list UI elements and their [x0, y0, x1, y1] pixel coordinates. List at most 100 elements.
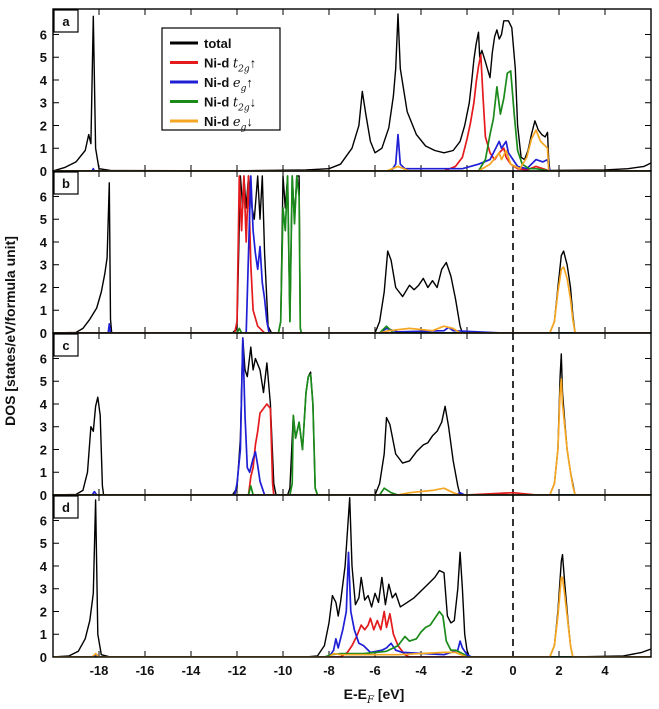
x-tick-label: -12 — [228, 663, 247, 678]
x-tick-label: -16 — [136, 663, 155, 678]
series-line-ni-d-t2g-up — [53, 403, 651, 495]
y-tick-label: 2 — [40, 118, 47, 133]
series-line-ni-d-eg-down — [53, 576, 651, 657]
y-tick-label: 1 — [40, 465, 47, 480]
y-tick-label: 2 — [40, 280, 47, 295]
series-line-ni-d-t2g-down — [53, 610, 651, 657]
y-tick-label: 0 — [40, 326, 47, 341]
panel-tag-box — [53, 333, 79, 357]
series-line-ni-d-eg-down — [53, 266, 651, 333]
x-tick-label: -18 — [90, 663, 109, 678]
y-axis-title: DOS [states/eV/formula unit] — [2, 236, 18, 426]
y-tick-label: 3 — [40, 420, 47, 435]
legend-entry-prefix: total — [204, 36, 231, 51]
x-tick-label: 4 — [601, 663, 609, 678]
legend-entry-sub: g — [241, 123, 247, 133]
y-tick-label: 1 — [40, 141, 47, 156]
legend-entry-math: e — [233, 115, 241, 130]
y-tick-label: 0 — [40, 650, 47, 665]
y-tick-label: 3 — [40, 582, 47, 597]
x-tick-label: 0 — [509, 663, 516, 678]
series-line-total — [53, 13, 651, 171]
y-tick-label: 6 — [40, 351, 47, 366]
legend-entry-sub: g — [241, 84, 247, 94]
x-axis-title-main: E-E — [344, 686, 367, 702]
panel-d: 0 1 2 3 4 5 6 -18 -16 -14 -12 -10 -8 -6 -4 -2 0 2 4 d — [40, 494, 652, 678]
y-tick-label: 4 — [40, 397, 48, 412]
panel-tag: a — [62, 14, 70, 29]
panel-a: 0 1 2 3 4 5 6a — [40, 8, 652, 179]
legend-entry-prefix: Ni-d — [204, 114, 233, 129]
x-tick-label: -8 — [323, 663, 335, 678]
legend-entry-math: t — [233, 57, 239, 72]
legend-entry-arrow: ↑ — [250, 56, 257, 71]
panel-c: 0 1 2 3 4 5 6c — [40, 332, 652, 503]
series-line-ni-d-eg-up — [53, 551, 651, 657]
y-tick-label: 5 — [40, 212, 47, 227]
legend-entry-sub: 2g — [237, 104, 250, 114]
series-line-total — [53, 337, 651, 495]
y-tick-label: 6 — [40, 513, 47, 528]
y-tick-label: 4 — [40, 73, 48, 88]
y-tick-label: 5 — [40, 374, 47, 389]
series-line-ni-d-t2g-down — [53, 373, 651, 495]
series-line-ni-d-eg-down — [53, 129, 651, 171]
x-axis-title-sub: F — [366, 695, 375, 706]
series-line-ni-d-t2g-up — [53, 175, 651, 333]
x-tick-label: 2 — [555, 663, 562, 678]
legend-entry: Ni-d eg↑ — [204, 75, 253, 94]
panel-tag-box — [53, 171, 79, 195]
panel-tag-box — [53, 9, 79, 33]
legend-entry-prefix: Ni-d — [204, 95, 233, 110]
y-tick-label: 6 — [40, 189, 47, 204]
legend-entry: total — [204, 36, 231, 51]
series-line-ni-d-eg-down — [53, 378, 651, 495]
legend-entry-sub: 2g — [237, 65, 250, 75]
y-tick-label: 3 — [40, 258, 47, 273]
panel-tag-box — [53, 495, 79, 519]
y-tick-label: 4 — [40, 235, 48, 250]
series-line-ni-d-t2g-down — [53, 70, 651, 171]
y-tick-label: 0 — [40, 488, 47, 503]
y-tick-label: 1 — [40, 627, 47, 642]
x-tick-label: -14 — [182, 663, 202, 678]
x-tick-label: -4 — [415, 663, 427, 678]
series-line-total — [53, 175, 651, 333]
legend-entry-arrow: ↑ — [246, 75, 253, 90]
y-tick-label: 0 — [40, 164, 47, 179]
series-line-ni-d-eg-up — [53, 133, 651, 171]
y-tick-label: 3 — [40, 96, 47, 111]
y-tick-label: 6 — [40, 27, 47, 42]
panel-tag: c — [62, 338, 69, 353]
x-tick-label: -2 — [461, 663, 473, 678]
y-tick-label: 5 — [40, 536, 47, 551]
series-line-ni-d-eg-up — [53, 337, 651, 495]
legend-entry-prefix: Ni-d — [204, 75, 233, 90]
legend-box — [161, 27, 281, 131]
legend-entry-arrow: ↓ — [250, 95, 257, 110]
x-tick-label: -6 — [369, 663, 381, 678]
x-tick-label: -10 — [274, 663, 293, 678]
y-tick-label: 4 — [40, 559, 48, 574]
x-axis-title: E-EF [eV] — [344, 686, 405, 706]
panel-frame — [52, 494, 652, 658]
series-line-ni-d-t2g-down — [53, 175, 651, 333]
panel-tag: d — [62, 500, 70, 515]
y-tick-label: 2 — [40, 604, 47, 619]
x-axis-title-unit: [eV] — [374, 686, 404, 702]
legend-entry: Ni-d t2g↑ — [204, 56, 256, 75]
legend-entry: Ni-d eg↓ — [204, 114, 253, 133]
legend-entry: Ni-d t2g↓ — [204, 95, 256, 114]
y-tick-label: 2 — [40, 442, 47, 457]
y-tick-label: 5 — [40, 50, 47, 65]
series-line-ni-d-t2g-up — [53, 54, 651, 171]
series-line-ni-d-t2g-up — [53, 610, 651, 657]
panel-b: 0 1 2 3 4 5 6b — [40, 170, 652, 341]
legend-entry-prefix: Ni-d — [204, 56, 233, 71]
legend-entry-math: e — [233, 76, 241, 91]
panel-frame — [52, 170, 652, 334]
legend-entry-math: t — [233, 96, 239, 111]
